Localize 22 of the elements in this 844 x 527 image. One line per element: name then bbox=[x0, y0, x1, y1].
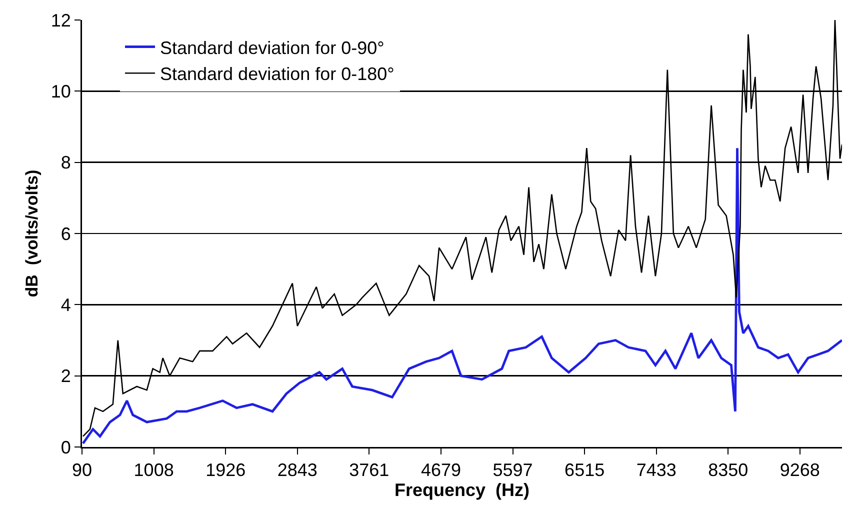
legend-label: Standard deviation for 0-180° bbox=[160, 64, 394, 84]
x-axis-title: Frequency (Hz) bbox=[394, 480, 530, 500]
y-tick-label: 10 bbox=[50, 81, 71, 102]
x-tick-label: 90 bbox=[72, 460, 92, 480]
x-tick-label: 8350 bbox=[708, 460, 748, 480]
x-tick-label: 3761 bbox=[349, 460, 390, 480]
x-tick-label: 4679 bbox=[420, 460, 461, 480]
x-tick-label: 5597 bbox=[492, 460, 533, 480]
x-tick-label: 7433 bbox=[636, 460, 676, 480]
y-tick-label: 6 bbox=[60, 224, 71, 244]
y-tick-label: 12 bbox=[50, 10, 71, 30]
x-tick-label: 1926 bbox=[206, 460, 246, 480]
y-tick-label: 4 bbox=[60, 294, 71, 315]
x-tick-label: 1008 bbox=[134, 460, 174, 480]
y-tick-label: 0 bbox=[60, 437, 71, 458]
legend-label: Standard deviation for 0-90° bbox=[160, 38, 384, 58]
y-tick-label: 8 bbox=[60, 152, 71, 173]
x-tick-label: 6515 bbox=[564, 460, 605, 480]
y-axis-title: dB (volts/volts) bbox=[22, 170, 42, 298]
x-tick-label: 2843 bbox=[277, 460, 318, 480]
y-tick-label: 2 bbox=[60, 366, 71, 386]
x-tick-label: 9268 bbox=[780, 460, 820, 480]
